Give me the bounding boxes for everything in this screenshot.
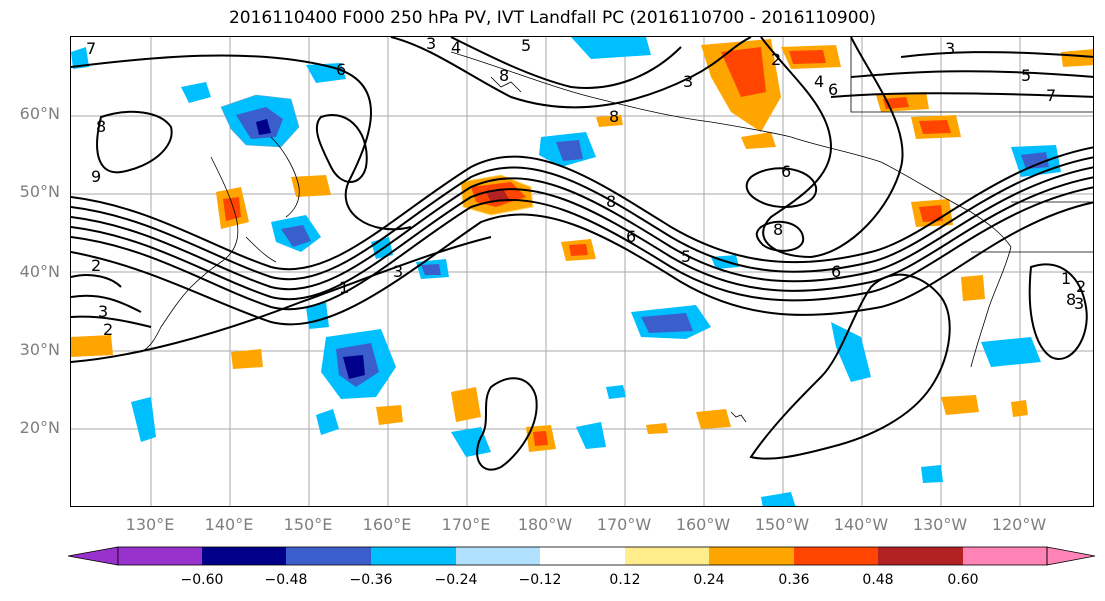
lat-label-40n: 40°N [19,262,60,281]
contour-label: 2 [1076,277,1086,296]
colorbar-tick-label: 0.36 [778,572,810,588]
colorbar-segment [625,547,709,565]
lon-label: 160°E [362,515,412,534]
contour-label: 3 [945,39,955,58]
positive-anomaly-shading [71,39,1093,452]
colorbar-segment [709,547,794,565]
contour-label: 2 [771,50,781,69]
contour-label: 8 [609,107,619,126]
ivt-contours [71,37,1093,471]
lon-label: 140°E [204,515,254,534]
colorbar-segment [118,547,202,565]
contour-label: 6 [781,162,791,181]
contour-label: 1 [1061,269,1071,288]
map-canvas: 7 6 8 3 4 5 8 2 3 4 6 3 5 7 6 8 8 8 6 5 … [71,37,1093,506]
lon-label: 170°E [441,515,491,534]
contour-labels: 7 6 8 3 4 5 8 2 3 4 6 3 5 7 6 8 8 8 6 5 … [86,37,1086,339]
lon-label: 130°E [125,515,175,534]
colorbar-tick-label: −0.12 [518,572,562,588]
contour-label: 6 [336,60,346,79]
colorbar-tick-label: 0.48 [862,572,894,588]
map-plot-area: 7 6 8 3 4 5 8 2 3 4 6 3 5 7 6 8 8 8 6 5 … [70,36,1094,507]
lon-label: 160°W [675,515,731,534]
contour-label: 8 [606,192,616,211]
colorbar-segment [202,547,286,565]
colorbar-tick-label: −0.24 [434,572,478,588]
contour-label: 4 [814,72,824,91]
colorbar-tick-label: 0.60 [947,572,979,588]
colorbar-tick-label: 0.12 [609,572,641,588]
colorbar-segment [878,547,963,565]
contour-label: 8 [499,66,509,85]
coastlines [140,51,1012,423]
contour-label: 9 [91,167,101,186]
contour-label: 8 [773,220,783,239]
contour-label: 5 [681,247,691,266]
contour-label: 7 [86,39,96,58]
contour-label: 1 [339,278,349,297]
colorbar-extend-high [1046,546,1096,566]
colorbar-outline [117,546,1048,566]
contour-label: 3 [426,37,436,53]
colorbar-segment [456,547,540,565]
lon-label: 170°W [596,515,652,534]
lon-label: 150°W [754,515,810,534]
colorbar-segment [286,547,371,565]
lon-label: 140°W [833,515,889,534]
colorbar-segment [963,547,1047,565]
lat-label-60n: 60°N [19,104,60,123]
contour-label: 8 [1066,290,1076,309]
political-borders [850,37,1093,253]
negative-anomaly-shading [71,37,1061,506]
contour-label: 3 [98,302,108,321]
contour-label: 3 [393,262,403,281]
lat-label-20n: 20°N [19,418,60,437]
lon-label: 130°W [912,515,968,534]
contour-label: 2 [91,256,101,275]
colorbar-tick-label: −0.36 [349,572,393,588]
contour-label: 6 [831,262,841,281]
colorbar-tick-label: −0.60 [180,572,224,588]
colorbar-segment [540,547,625,565]
contour-label: 6 [828,80,838,99]
lat-label-50n: 50°N [19,182,60,201]
colorbar [68,546,1096,566]
lon-label: 150°E [283,515,333,534]
contour-label: 8 [96,117,106,136]
lon-label: 120°W [991,515,1047,534]
contour-label: 3 [1074,294,1084,313]
colorbar-segment [371,547,456,565]
contour-label: 5 [521,37,531,55]
colorbar-extend-low [68,546,119,566]
lat-label-30n: 30°N [19,340,60,359]
contour-label: 7 [1046,86,1056,105]
contour-label: 5 [1021,66,1031,85]
contour-label: 3 [683,72,693,91]
contour-label: 4 [451,38,461,57]
colorbar-segment [794,547,878,565]
map-title: 2016110400 F000 250 hPa PV, IVT Landfall… [228,8,876,28]
colorbar-tick-label: −0.48 [264,572,308,588]
lon-label: 180°W [517,515,573,534]
contour-label: 6 [626,227,636,246]
contour-label: 2 [103,320,113,339]
colorbar-tick-label: 0.24 [693,572,725,588]
